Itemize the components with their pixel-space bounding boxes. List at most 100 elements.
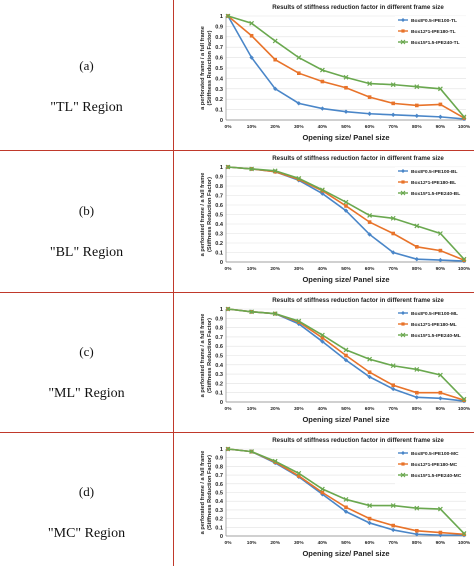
y-axis-label-sub: (Stiffness Reduction Factor) <box>207 455 213 530</box>
row-region: "MC" Region <box>47 526 126 541</box>
y-tick-label: 0.1 <box>215 391 223 397</box>
y-tick-label: 0.9 <box>215 175 223 181</box>
y-tick-label: 0 <box>220 534 223 540</box>
data-point <box>344 353 348 358</box>
data-point <box>225 306 231 312</box>
data-point <box>320 339 325 344</box>
row-c-label: (c) "ML" Region <box>0 344 173 402</box>
x-tick-label: 20% <box>270 124 280 130</box>
legend-box <box>395 449 467 485</box>
data-point <box>390 215 396 221</box>
x-tick-label: 40% <box>318 124 328 130</box>
legend-marker <box>400 190 406 196</box>
data-point <box>462 532 466 537</box>
y-tick-label: 0.1 <box>215 525 223 531</box>
row-letter: (d) <box>78 484 95 499</box>
data-point <box>297 474 301 478</box>
row-letter: (b) <box>78 203 95 218</box>
x-tick-label: 0% <box>225 540 233 546</box>
y-tick-label: 0.7 <box>215 473 223 479</box>
data-point <box>343 199 349 205</box>
y-tick-label: 1 <box>220 307 223 313</box>
legend-label: Box8*0.5-IPE100-ML <box>411 311 458 317</box>
chart-title: Results of stiffness reduction factor in… <box>272 297 444 304</box>
x-tick-label: 0% <box>225 406 233 412</box>
data-point <box>391 386 396 392</box>
x-tick-label: 30% <box>294 124 304 130</box>
y-tick-label: 0.2 <box>215 381 223 387</box>
data-point <box>296 101 301 106</box>
data-point <box>414 84 420 90</box>
x-axis-label: Opening size/ Panel size <box>302 275 389 284</box>
data-point <box>437 86 443 92</box>
y-tick-label: 1 <box>220 165 223 171</box>
y-tick-label: 0.8 <box>215 326 223 332</box>
data-point <box>414 532 419 537</box>
data-point <box>272 168 278 174</box>
y-tick-label: 0.6 <box>215 203 223 209</box>
data-point <box>320 79 325 84</box>
data-point <box>249 33 254 38</box>
data-point <box>438 102 443 107</box>
data-point <box>438 257 443 263</box>
table-divider-3 <box>0 432 474 433</box>
x-tick-label: 90% <box>436 406 446 412</box>
legend-marker <box>401 29 405 33</box>
data-point <box>343 497 349 502</box>
x-tick-label: 50% <box>341 266 351 272</box>
data-point <box>367 374 372 380</box>
y-tick-label: 0.8 <box>215 184 223 190</box>
chart-c-svg: Results of stiffness reduction factor in… <box>200 297 471 424</box>
data-point <box>461 114 467 120</box>
y-tick-label: 0.3 <box>215 232 223 238</box>
legend-marker <box>400 332 406 338</box>
data-point <box>367 503 373 508</box>
data-point <box>438 390 443 395</box>
data-point <box>367 232 372 237</box>
data-point <box>462 116 466 120</box>
table-divider-1 <box>0 150 474 151</box>
legend-label: Box8*0.5-IPE100-MC <box>411 451 459 457</box>
x-tick-label: 80% <box>412 406 422 412</box>
data-point <box>367 213 373 218</box>
data-point <box>296 55 302 61</box>
row-b-label: (b) "BL" Region <box>0 203 173 261</box>
data-point <box>272 38 278 44</box>
y-tick-label: 0.2 <box>215 97 223 103</box>
data-point <box>462 258 466 262</box>
y-tick-label: 0.5 <box>215 491 223 497</box>
y-axis-label: a perforated frame / a full frame <box>200 451 206 535</box>
legend-label: Box12*1-IPE180-ML <box>411 322 457 328</box>
row-d-label: (d) "MC" Region <box>0 484 173 542</box>
y-axis-label-sub: (Stiffness Reduction Factor) <box>207 318 213 393</box>
data-point <box>249 55 254 60</box>
data-point <box>461 256 467 262</box>
data-point <box>415 103 419 108</box>
data-point <box>390 363 396 369</box>
data-point <box>273 57 277 62</box>
legend-marker <box>401 322 405 326</box>
y-tick-label: 0 <box>220 118 223 124</box>
x-tick-label: 100% <box>458 540 471 546</box>
y-axis-label: a perforated frame / a full frame <box>200 314 206 398</box>
y-tick-label: 1 <box>220 447 223 453</box>
legend-label: Box15*1.5-IPE240-BL <box>411 191 460 197</box>
data-point <box>367 356 373 362</box>
x-tick-label: 90% <box>436 124 446 130</box>
data-point <box>343 109 349 114</box>
data-point <box>343 74 349 80</box>
x-tick-label: 70% <box>388 540 398 546</box>
y-tick-label: 0.9 <box>215 24 223 30</box>
x-tick-label: 20% <box>270 540 280 546</box>
legend-marker <box>400 472 406 478</box>
x-axis-label: Opening size/ Panel size <box>302 415 389 424</box>
y-tick-label: 0.4 <box>215 363 224 369</box>
x-tick-label: 0% <box>225 266 233 272</box>
data-point <box>344 204 348 208</box>
y-axis-label-sub: (Stiffness Reduction Factor) <box>207 177 213 252</box>
row-letter: (a) <box>79 58 94 73</box>
y-tick-label: 0.8 <box>215 464 223 470</box>
data-point <box>367 370 372 375</box>
x-tick-label: 50% <box>341 406 351 412</box>
legend-label: Box15*1.5-IPE240-ML <box>411 333 461 339</box>
